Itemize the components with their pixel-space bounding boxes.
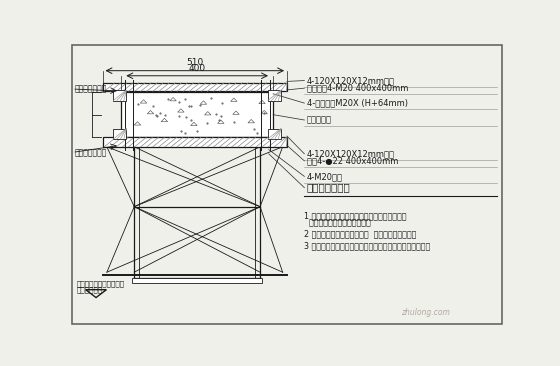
Text: 4-120X120X12mm钢板: 4-120X120X12mm钢板 <box>306 149 395 158</box>
Text: 螺栓与钢板满焊: 螺栓与钢板满焊 <box>74 85 107 93</box>
Text: 1 图中实线部分为整体式预埋件，按我方提供的: 1 图中实线部分为整体式预埋件，按我方提供的 <box>305 211 407 220</box>
Text: 厂家参数而定: 厂家参数而定 <box>77 286 103 293</box>
Bar <box>102 138 287 147</box>
Text: 4-M20螺母: 4-M20螺母 <box>306 172 343 181</box>
Text: zhulong.com: zhulong.com <box>402 308 450 317</box>
Bar <box>102 83 287 91</box>
Bar <box>113 129 127 139</box>
Text: 2 图中虚线部分为焊接式支架  由我方施工时装配。: 2 图中虚线部分为焊接式支架 由我方施工时装配。 <box>305 229 417 239</box>
Text: 标高需根据吊架，无影灯: 标高需根据吊架，无影灯 <box>77 281 125 287</box>
Text: 中心图尺寸由土建施工预埋。: 中心图尺寸由土建施工预埋。 <box>305 219 371 227</box>
Text: 3 本安装图仅供施工参考，具体做法可根据现场条件确定。: 3 本安装图仅供施工参考，具体做法可根据现场条件确定。 <box>305 241 431 250</box>
Text: 混凝土楼板: 混凝土楼板 <box>306 116 332 124</box>
Bar <box>132 278 262 283</box>
Bar <box>268 129 281 139</box>
Text: 510: 510 <box>186 58 203 67</box>
Bar <box>113 90 127 101</box>
Text: 钻孔4-●22 400x400mm: 钻孔4-●22 400x400mm <box>306 156 398 165</box>
Text: 4-双头螺栓M20X (H+64mm): 4-双头螺栓M20X (H+64mm) <box>306 98 408 108</box>
Text: 钻孔攻丝4-M20 400x400mm: 钻孔攻丝4-M20 400x400mm <box>306 84 408 93</box>
Bar <box>268 90 281 101</box>
Text: 螺母与钢板满焊: 螺母与钢板满焊 <box>74 148 107 157</box>
Bar <box>121 92 273 137</box>
Text: 螺母与钢板满焊: 螺母与钢板满焊 <box>306 183 351 193</box>
Text: 4-120X120X12mm钢板: 4-120X120X12mm钢板 <box>306 76 395 85</box>
Text: 400: 400 <box>189 64 206 73</box>
